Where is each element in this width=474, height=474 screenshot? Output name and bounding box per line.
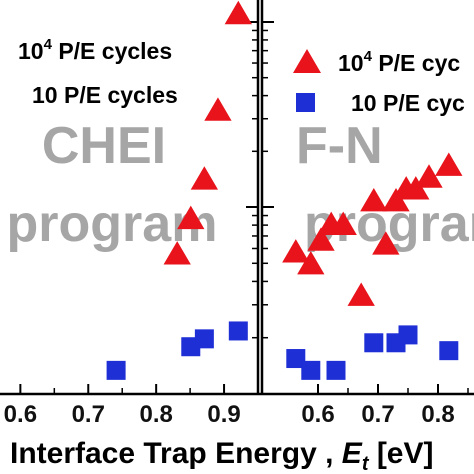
right-x-tick-label: 0.7 [361, 401, 394, 428]
left-triangle-point [204, 97, 232, 121]
right-square-point [364, 333, 384, 353]
left-watermark: CHEI program [7, 117, 218, 253]
left-legend: 104 P/E cycles 10 P/E cycles [18, 36, 178, 108]
left-x-tick-label: 0.7 [72, 401, 105, 428]
left-axes-frame [0, 0, 260, 396]
right-triangle-point [415, 164, 443, 188]
left-square-point [106, 360, 126, 380]
right-x-tick-label: 0.8 [421, 401, 454, 428]
right-triangle-point [402, 176, 430, 200]
right-x-tick-label: 0.6 [301, 401, 334, 428]
right-axes-frame [258, 0, 474, 396]
right-legend-entry-1: 104 P/E cyc [338, 48, 460, 76]
left-square-point [228, 321, 248, 341]
left-watermark-line-1: CHEI [42, 117, 166, 175]
left-legend-entry-1: 104 P/E cycles [18, 36, 172, 64]
right-triangle-point [372, 231, 400, 255]
right-legend: 104 P/E cyc 10 P/E cyc [293, 48, 465, 116]
right-legend-square-marker [296, 93, 315, 112]
right-triangle-point [297, 250, 325, 275]
left-triangle-point [190, 166, 219, 190]
right-panel: F-N program 104 P/E cyc 10 P/E cyc 0.60.… [258, 0, 474, 428]
right-triangle-point [307, 227, 335, 251]
right-triangle-point [282, 239, 310, 263]
right-data-marks [282, 152, 463, 380]
x-axis-label: Interface Trap Energy , Et [eV] [10, 437, 434, 474]
left-data-marks [106, 0, 252, 380]
left-square-point [194, 329, 214, 349]
right-square-point [439, 341, 459, 361]
left-triangle-point [163, 241, 191, 265]
left-x-tick-label: 0.8 [139, 401, 172, 428]
left-triangle-point [224, 0, 252, 25]
left-x-tick-label: 0.6 [4, 401, 37, 428]
left-panel: CHEI program 104 P/E cycles 10 P/E cycle… [0, 0, 260, 428]
right-legend-triangle-marker [293, 49, 321, 73]
right-square-point [301, 360, 321, 380]
right-square-point [398, 325, 418, 345]
right-watermark-line-1: F-N [296, 117, 383, 175]
left-x-tick-label: 0.9 [207, 401, 240, 428]
right-square-point [286, 349, 306, 369]
right-triangle-point [360, 187, 388, 212]
left-x-tick-labels: 0.6 0.7 0.8 0.9 [4, 401, 241, 428]
left-legend-entry-2: 10 P/E cycles [32, 82, 178, 108]
left-triangle-point [177, 205, 205, 230]
right-triangle-point [382, 187, 410, 212]
right-square-point [326, 360, 346, 380]
right-triangle-point [347, 282, 375, 306]
right-legend-entry-2: 10 P/E cyc [351, 90, 465, 116]
right-x-tick-labels: 0.6 0.7 0.8 [301, 401, 454, 428]
right-triangle-point [329, 211, 357, 235]
right-triangle-point [435, 152, 463, 176]
